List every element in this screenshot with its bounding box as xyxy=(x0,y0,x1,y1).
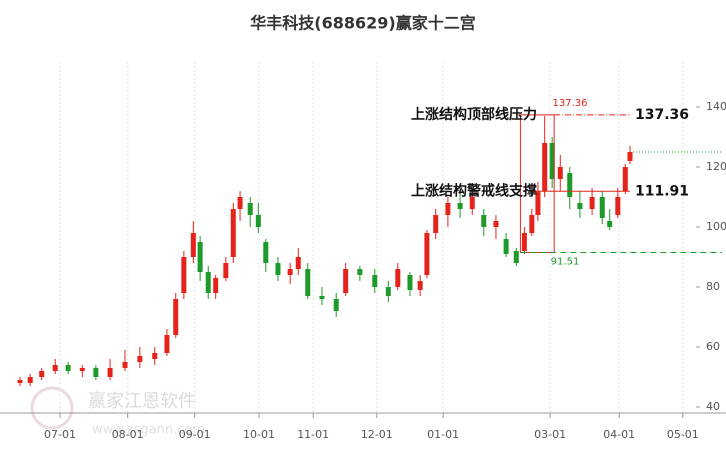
candle-body xyxy=(164,335,170,353)
candle-body xyxy=(122,362,128,368)
candle-body xyxy=(197,242,203,272)
chart-title: 华丰科技(688629)赢家十二宫 xyxy=(250,14,475,33)
support-value: 111.91 xyxy=(635,183,689,199)
candle-body xyxy=(417,281,423,290)
candle-body xyxy=(599,197,605,218)
candle-body xyxy=(181,257,187,293)
candle-body xyxy=(287,269,293,275)
candle-body xyxy=(79,368,85,371)
watermark-logo xyxy=(30,386,74,430)
x-tick-label: 07-01 xyxy=(44,428,76,441)
x-tick-label: 04-01 xyxy=(603,428,635,441)
x-tick-label: 10-01 xyxy=(243,428,275,441)
candle-body xyxy=(395,269,401,287)
x-tick-label: 03-01 xyxy=(534,428,566,441)
candle-body xyxy=(27,377,33,383)
candle-body xyxy=(173,299,179,335)
candle-body xyxy=(65,365,71,371)
candle-body xyxy=(424,233,430,275)
x-tick-label: 08-01 xyxy=(112,428,144,441)
candle-body xyxy=(263,242,269,263)
y-tick-label: 120 xyxy=(706,160,726,173)
y-tick-label: 100 xyxy=(706,220,726,233)
candle-body xyxy=(255,215,261,227)
x-tick-label: 12-01 xyxy=(361,428,393,441)
low-value-small: 91.51 xyxy=(551,256,580,267)
candle-body xyxy=(343,269,349,293)
candle-body xyxy=(493,221,499,227)
candle-body xyxy=(205,272,211,293)
candle-body xyxy=(137,356,143,362)
candle-body xyxy=(513,251,519,263)
candle-body xyxy=(549,143,555,179)
candle-body xyxy=(52,365,58,371)
candle-body xyxy=(305,269,311,296)
candle-body xyxy=(469,197,475,209)
candle-body xyxy=(237,197,243,209)
resistance-value: 137.36 xyxy=(635,107,689,123)
y-tick-label: 40 xyxy=(706,400,720,413)
candle-body xyxy=(17,380,23,383)
y-tick-label: 60 xyxy=(706,340,720,353)
candle-body xyxy=(615,197,621,215)
candle-body xyxy=(445,203,451,215)
y-tick-label: 80 xyxy=(706,280,720,293)
x-tick-label: 05-01 xyxy=(667,428,699,441)
candle-body xyxy=(372,275,378,287)
x-tick-label: 01-01 xyxy=(427,428,459,441)
candle-body xyxy=(230,209,236,257)
candle-body xyxy=(589,197,595,209)
candle-body xyxy=(357,269,363,275)
candle-body xyxy=(295,257,301,269)
candle-body xyxy=(385,287,391,296)
candle-body xyxy=(190,233,196,257)
candle-body xyxy=(535,191,541,215)
candle-body xyxy=(481,215,487,227)
candle-body xyxy=(457,203,463,209)
candle-body xyxy=(333,299,339,311)
x-tick-label: 11-01 xyxy=(297,428,329,441)
candle-body xyxy=(319,296,325,299)
watermark: 赢家江恩软件 www.zsgann.com xyxy=(30,386,205,438)
candle-body xyxy=(407,275,413,290)
resistance-value-small: 137.36 xyxy=(553,98,588,109)
range-box xyxy=(519,114,555,253)
candle-body xyxy=(152,353,158,359)
candle-body xyxy=(275,263,281,275)
candle-body xyxy=(622,167,628,191)
candle-body xyxy=(557,167,563,179)
candle-body xyxy=(93,368,99,377)
candle-body xyxy=(107,368,113,377)
x-tick-label: 09-01 xyxy=(179,428,211,441)
watermark-text: 赢家江恩软件 xyxy=(88,390,196,412)
candle-body xyxy=(213,278,219,293)
candle-body xyxy=(577,203,583,209)
candle-body xyxy=(542,143,548,191)
resistance-label: 上涨结构顶部线压力 xyxy=(411,106,537,123)
candle-body xyxy=(529,215,535,233)
candle-body xyxy=(433,215,439,233)
candle-body xyxy=(247,203,253,215)
support-label: 上涨结构警戒线支撑 xyxy=(411,182,537,199)
candle-body xyxy=(607,221,613,227)
candle-body xyxy=(567,173,573,197)
candle-body xyxy=(39,371,45,377)
candle-body xyxy=(503,239,509,254)
candle-body xyxy=(627,152,633,161)
candle-body xyxy=(521,233,527,251)
candle-body xyxy=(223,263,229,278)
watermark-url: www.zsgann.com xyxy=(92,423,205,438)
y-tick-label: 140 xyxy=(706,100,726,113)
